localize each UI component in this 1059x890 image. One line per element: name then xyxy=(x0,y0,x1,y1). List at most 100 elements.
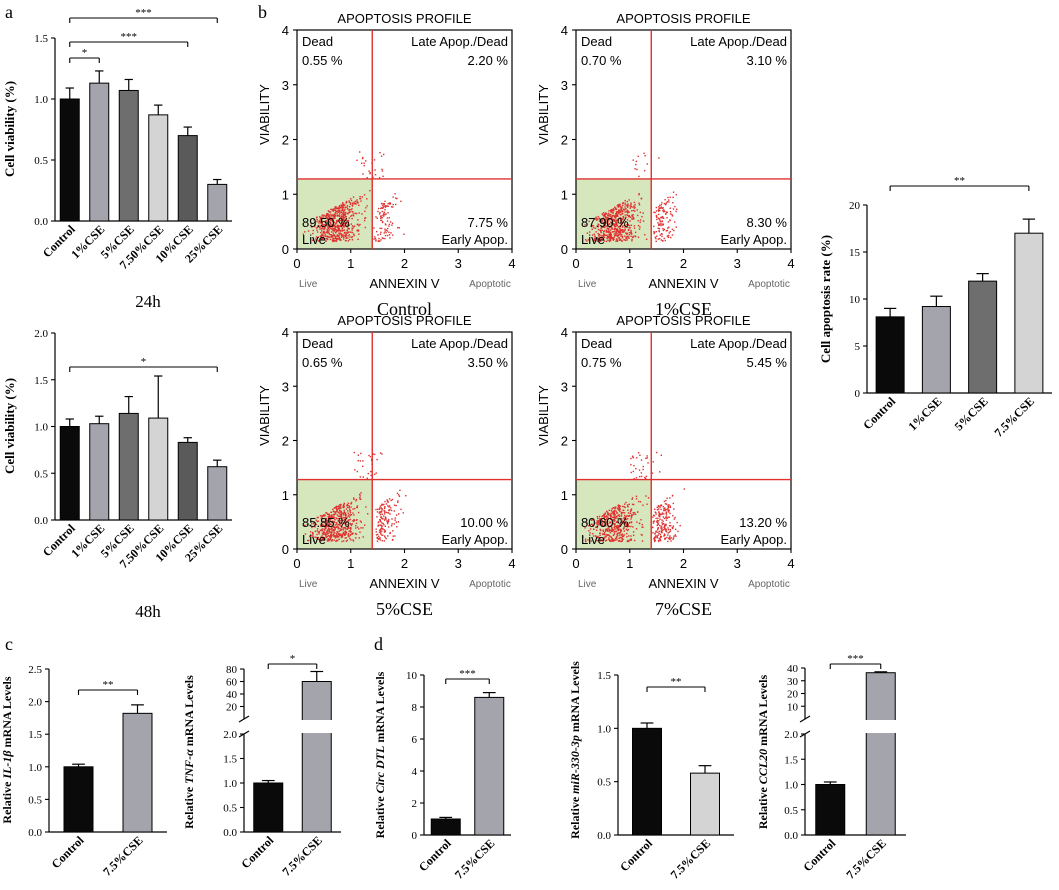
scatter-point xyxy=(347,225,349,227)
scatter-point xyxy=(609,531,612,534)
scatter-point xyxy=(657,527,659,529)
scatter-point xyxy=(323,230,325,233)
panel-label: b xyxy=(258,2,267,22)
scatter-point xyxy=(616,232,618,234)
scatter-point xyxy=(387,512,390,514)
scatter-point xyxy=(618,515,621,518)
scatter-point xyxy=(660,508,662,511)
scatter-point xyxy=(661,233,663,235)
scatter-point xyxy=(605,240,608,243)
scatter-point xyxy=(318,220,320,222)
scatter-point xyxy=(601,226,603,229)
scatter-point xyxy=(620,524,622,526)
scatter-point xyxy=(616,228,619,230)
scatter-point xyxy=(669,521,671,524)
scatter-point xyxy=(336,539,339,542)
scatter-point xyxy=(631,214,633,216)
scatter-point xyxy=(359,520,362,522)
scatter-point xyxy=(664,507,666,509)
scatter-point xyxy=(324,215,326,217)
scatter-point xyxy=(384,230,386,232)
scatter-point xyxy=(616,539,618,541)
scatter-point xyxy=(623,514,626,517)
scatter-point xyxy=(593,233,596,235)
scatter-point xyxy=(351,231,354,234)
scatter-point xyxy=(331,514,333,517)
scatter-point xyxy=(665,528,667,530)
x-category-label: 7.5%CSE xyxy=(991,394,1036,439)
scatter-point xyxy=(340,211,343,214)
scatter-point xyxy=(644,234,646,236)
scatter-point xyxy=(622,538,624,540)
scatter-point xyxy=(329,528,331,531)
scatter-point xyxy=(339,523,341,525)
scatter-point xyxy=(654,533,656,535)
scatter-point xyxy=(348,516,351,518)
x-axis-label: ANNEXIN V xyxy=(648,576,718,591)
scatter-point xyxy=(332,510,335,513)
scatter-point xyxy=(367,513,369,515)
scatter-point xyxy=(338,507,341,509)
scatter-point xyxy=(324,528,326,530)
y-tick-label: 80 xyxy=(226,664,238,676)
scatter-point xyxy=(339,232,341,234)
scatter-point xyxy=(352,203,354,205)
scatter-point xyxy=(343,527,346,529)
scatter-point xyxy=(381,503,383,505)
scatter-point xyxy=(661,527,663,529)
scatter-point xyxy=(312,229,314,232)
y-tick-label: 1.5 xyxy=(34,33,48,45)
scatter-point xyxy=(656,524,658,527)
scatter-point xyxy=(584,538,587,540)
scatter-point xyxy=(335,237,337,240)
scatter-point xyxy=(323,520,325,523)
x-axis-apoptotic-label: Apoptotic xyxy=(748,279,790,290)
scatter-point xyxy=(360,521,362,523)
scatter-point xyxy=(349,534,351,537)
scatter-point xyxy=(324,529,326,531)
scatter-point xyxy=(598,224,600,226)
scatter-point xyxy=(334,518,336,521)
scatter-point xyxy=(345,234,347,236)
scatter-point xyxy=(339,527,341,530)
scatter-point xyxy=(351,217,353,220)
scatter-point xyxy=(610,221,613,224)
scatter-point xyxy=(602,533,605,535)
scatter-point xyxy=(326,229,329,232)
scatter-point xyxy=(637,155,639,158)
scatter-point xyxy=(662,216,664,218)
scatter-point xyxy=(361,162,363,164)
scatter-point xyxy=(380,521,382,523)
scatter-point xyxy=(665,517,667,519)
scatter-point xyxy=(630,516,633,518)
scatter-point xyxy=(610,509,613,512)
scatter-point xyxy=(342,202,344,204)
scatter-point xyxy=(353,201,355,203)
scatter-point xyxy=(629,220,631,222)
scatter-point xyxy=(352,497,355,499)
scatter-point xyxy=(628,228,630,231)
scatter-point xyxy=(615,215,618,217)
scatter-point xyxy=(330,236,333,238)
scatter-point xyxy=(626,540,629,543)
scatter-point xyxy=(333,520,335,523)
scatter-point xyxy=(661,513,663,515)
scatter-point xyxy=(606,227,608,229)
scatter-point xyxy=(610,529,612,532)
scatter-point xyxy=(658,515,661,517)
scatter-point xyxy=(331,516,333,519)
scatter-point xyxy=(349,530,351,532)
scatter-point xyxy=(635,163,637,166)
chart-caption: 24h xyxy=(135,292,161,311)
scatter-point xyxy=(618,239,621,241)
scatter-point xyxy=(624,214,626,216)
scatter-point xyxy=(346,230,348,232)
scatter-point xyxy=(326,529,329,531)
scatter-point xyxy=(657,213,660,216)
scatter-point xyxy=(323,514,325,517)
scatter-point xyxy=(663,209,665,211)
scatter-point xyxy=(331,234,333,236)
y-tick-label: 1.0 xyxy=(597,723,611,735)
